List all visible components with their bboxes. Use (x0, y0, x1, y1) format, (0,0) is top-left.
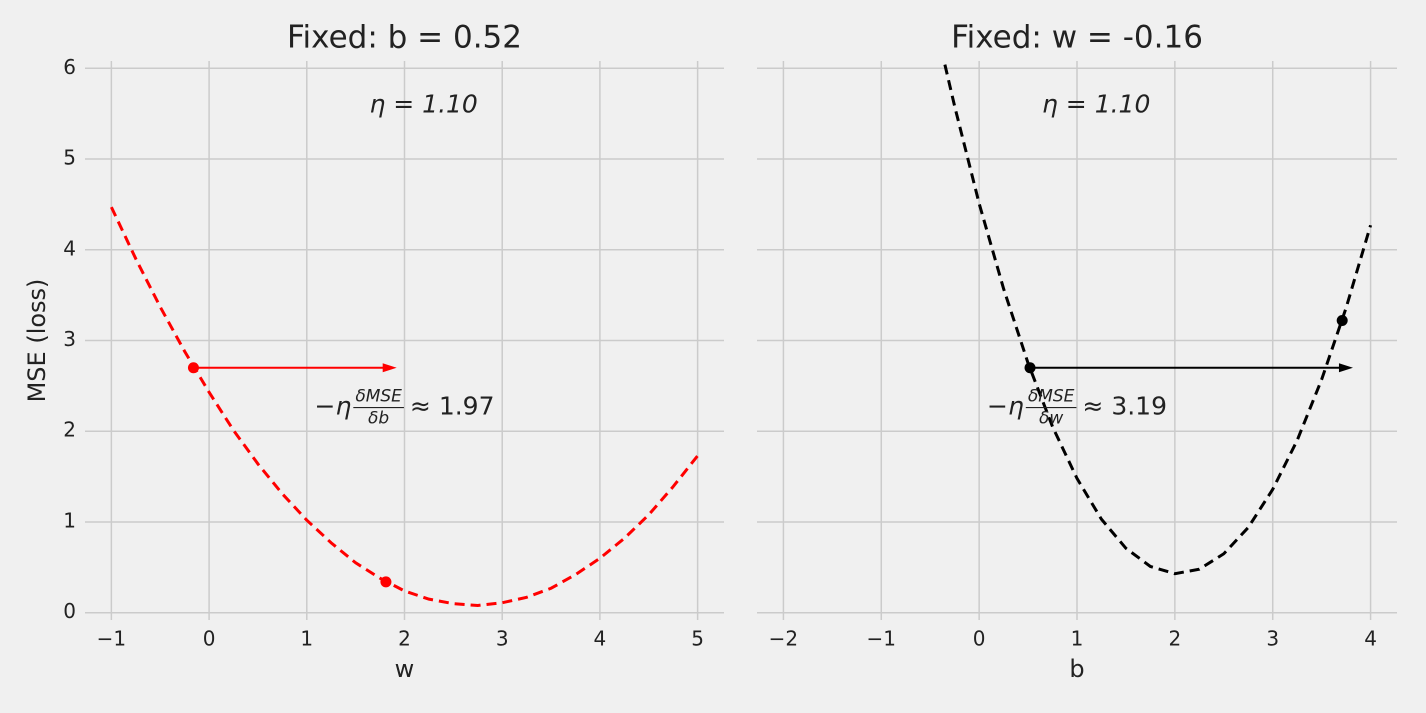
step-suffix: ≈ 3.19 (1082, 392, 1167, 421)
y-tick-label: 0 (63, 599, 76, 623)
loss-curve (110, 206, 699, 607)
y-axis-label: MSE (loss) (23, 279, 51, 403)
y-tick-label: 5 (63, 146, 76, 170)
x-tick-label: 3 (1266, 627, 1279, 651)
y-tick-label: 3 (63, 327, 76, 351)
y-tick-label: 1 (63, 508, 76, 532)
step-numerator: δMSE (355, 387, 402, 407)
x-tick-label: 0 (973, 627, 986, 651)
x-tick-label: 1 (300, 627, 313, 651)
y-tick-label: 4 (63, 236, 76, 260)
x-tick-label: −1 (867, 627, 896, 651)
panel: −2 −1 0 1 2 3 4 Fixed: w = -0.16 b η = 1.10 −η δMSE… (757, 20, 1397, 683)
eta-label: η = 1.10 (369, 90, 477, 119)
step-prefix: −η (315, 392, 352, 421)
x-axis-label: w (395, 655, 415, 683)
point (380, 576, 392, 588)
x-tick-label: −1 (97, 627, 126, 651)
step-numerator: δMSE (1028, 387, 1075, 407)
point (187, 362, 199, 374)
step-denominator: δw (1039, 409, 1063, 429)
step-prefix: −η (987, 392, 1024, 421)
x-axis-label: b (1069, 655, 1084, 683)
chart-title: Fixed: w = -0.16 (951, 20, 1203, 56)
chart-title: Fixed: b = 0.52 (287, 20, 522, 56)
point (1336, 315, 1348, 327)
y-tick-label: 6 (63, 55, 76, 79)
step-denominator: δb (368, 409, 389, 429)
arrow-head (382, 363, 397, 373)
x-tick-label: 5 (691, 627, 704, 651)
panel: 0 1 2 3 4 5 6 −1 0 1 2 3 4 5 Fixed: b = 0.52 w MSE (loss… (23, 20, 724, 683)
x-tick-label: 0 (203, 627, 216, 651)
x-tick-label: 4 (1364, 627, 1377, 651)
x-tick-label: 3 (496, 627, 509, 651)
arrow-head (1338, 363, 1353, 373)
eta-label: η = 1.10 (1042, 90, 1150, 119)
point (1024, 362, 1036, 374)
x-tick-label: 4 (594, 627, 607, 651)
x-tick-label: 1 (1071, 627, 1084, 651)
x-tick-label: 2 (1168, 627, 1181, 651)
x-tick-label: 2 (398, 627, 411, 651)
loss-curve (943, 64, 1373, 576)
x-tick-label: −2 (769, 627, 798, 651)
y-tick-label: 2 (63, 418, 76, 442)
step-suffix: ≈ 1.97 (410, 392, 495, 421)
